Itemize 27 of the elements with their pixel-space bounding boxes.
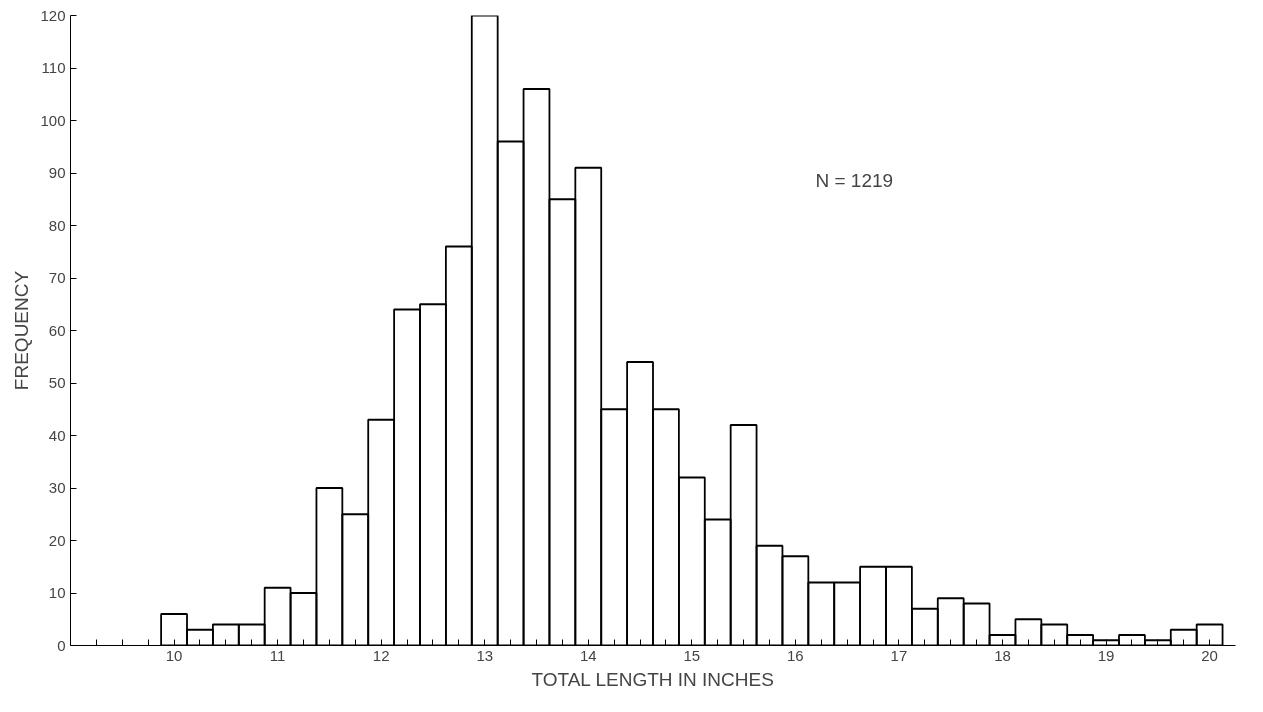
y-tick-label: 20 bbox=[48, 531, 66, 549]
x-tick-label: 16 bbox=[787, 646, 804, 664]
y-tick-label: 0 bbox=[57, 636, 66, 654]
x-tick-label: 17 bbox=[890, 646, 908, 664]
x-tick-label: 14 bbox=[579, 646, 597, 664]
y-axis-title: FREQUENCY bbox=[11, 270, 33, 391]
x-tick-label: 10 bbox=[165, 646, 183, 664]
x-tick-label: 18 bbox=[994, 646, 1011, 664]
x-tick-label: 11 bbox=[269, 646, 286, 664]
y-tick-label: 110 bbox=[41, 59, 66, 76]
y-tick-label: 70 bbox=[48, 269, 66, 286]
y-tick-label: 120 bbox=[40, 6, 66, 24]
y-tick-label: 80 bbox=[48, 216, 66, 234]
x-tick-label: 20 bbox=[1201, 646, 1218, 664]
y-tick-label: 60 bbox=[48, 321, 66, 339]
x-tick-label: 13 bbox=[476, 646, 494, 664]
y-tick-label: 40 bbox=[48, 426, 66, 444]
y-tick-label: 10 bbox=[48, 584, 66, 601]
x-tick-label: 19 bbox=[1097, 646, 1115, 664]
y-tick-label: 100 bbox=[40, 111, 66, 129]
y-tick-label: 90 bbox=[48, 164, 66, 181]
x-tick-label: 12 bbox=[372, 646, 390, 664]
annotation: N = 1219 bbox=[815, 169, 894, 191]
x-axis-title: TOTAL LENGTH IN INCHES bbox=[531, 668, 774, 690]
x-tick-label: 15 bbox=[683, 646, 701, 664]
y-tick-label: 30 bbox=[48, 479, 66, 496]
y-tick-label: 50 bbox=[48, 374, 66, 391]
